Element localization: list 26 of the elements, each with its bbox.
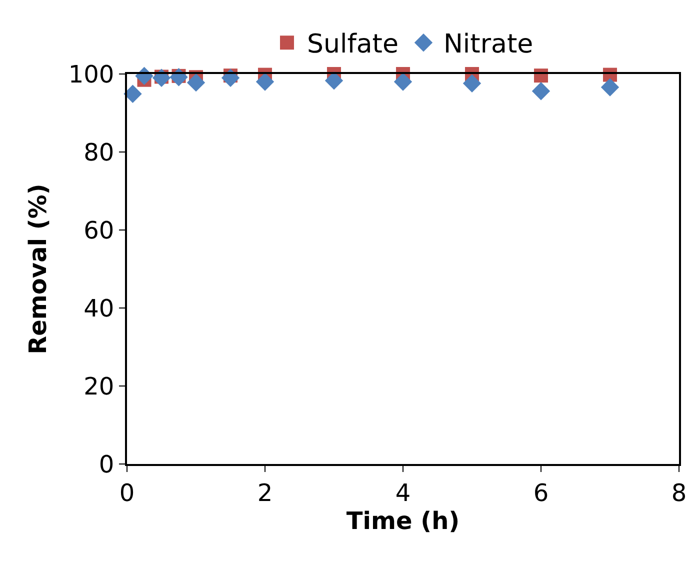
point: [221, 68, 240, 87]
point: [170, 68, 188, 86]
x-tick-label: 0: [119, 478, 135, 507]
point: [462, 74, 482, 92]
y-tick-label: 60: [84, 216, 114, 244]
point: [532, 82, 550, 100]
x-axis-title: Time (h): [346, 506, 460, 535]
x-tick-label: 4: [395, 478, 411, 507]
y-axis-title: Removal (%): [24, 184, 52, 354]
point: [394, 72, 412, 91]
legend-label: Nitrate: [443, 30, 534, 60]
point: [186, 73, 206, 92]
legend-label: Sulfate: [307, 30, 398, 60]
y-tick-label: 40: [84, 294, 114, 322]
y-tick-label: 100: [68, 60, 114, 88]
point: [600, 78, 620, 96]
point: [256, 72, 274, 91]
x-tick-label: 2: [257, 478, 273, 507]
point: [124, 84, 142, 103]
x-tick-label: 6: [533, 478, 549, 507]
y-tick-label: 20: [84, 372, 114, 400]
x-tick-label: 8: [671, 478, 687, 507]
point: [324, 72, 344, 90]
y-tick-label: 0: [98, 450, 114, 478]
y-tick-label: 80: [84, 138, 114, 166]
point: [152, 68, 171, 87]
